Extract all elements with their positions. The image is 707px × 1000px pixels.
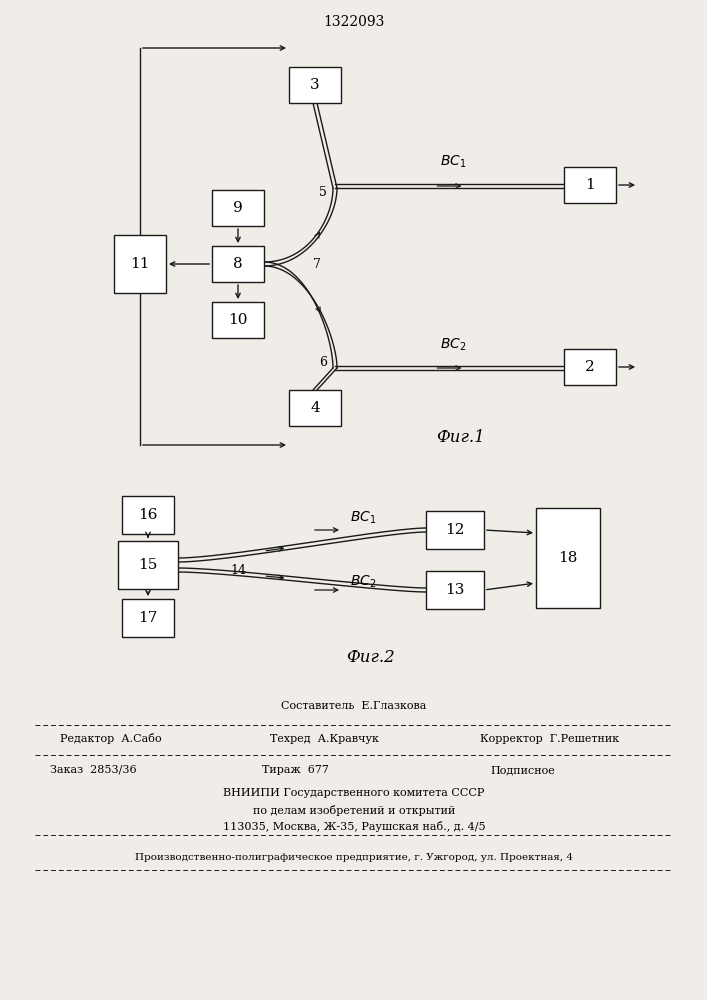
Text: 17: 17 (139, 611, 158, 625)
Text: Редактор  А.Сабо: Редактор А.Сабо (60, 734, 162, 744)
Text: 12: 12 (445, 523, 464, 537)
Text: ВНИИПИ Государственного комитета СССР: ВНИИПИ Государственного комитета СССР (223, 788, 485, 798)
Text: Техред  А.Кравчук: Техред А.Кравчук (270, 734, 379, 744)
Text: Фиг.2: Фиг.2 (346, 650, 395, 666)
Text: 1322093: 1322093 (323, 15, 385, 29)
FancyBboxPatch shape (289, 390, 341, 426)
Text: 18: 18 (559, 551, 578, 565)
Text: Фиг.1: Фиг.1 (436, 430, 484, 446)
FancyBboxPatch shape (212, 190, 264, 226)
Text: Заказ  2853/36: Заказ 2853/36 (50, 765, 136, 775)
Text: 10: 10 (228, 313, 247, 327)
Text: 13: 13 (445, 583, 464, 597)
FancyBboxPatch shape (122, 496, 174, 534)
FancyBboxPatch shape (212, 246, 264, 282)
Text: $BC_2$: $BC_2$ (440, 337, 467, 353)
FancyBboxPatch shape (289, 67, 341, 103)
Text: 11: 11 (130, 257, 150, 271)
FancyBboxPatch shape (212, 302, 264, 338)
FancyBboxPatch shape (114, 235, 166, 293)
Text: Составитель  Е.Глазкова: Составитель Е.Глазкова (281, 701, 427, 711)
Text: 14: 14 (230, 564, 246, 576)
Text: по делам изобретений и открытий: по делам изобретений и открытий (253, 804, 455, 816)
Text: $BC_1$: $BC_1$ (350, 510, 376, 526)
Text: 4: 4 (310, 401, 320, 415)
Text: Подписное: Подписное (490, 765, 555, 775)
Text: 6: 6 (319, 357, 327, 369)
Text: $BC_2$: $BC_2$ (350, 574, 376, 590)
FancyBboxPatch shape (536, 508, 600, 608)
FancyBboxPatch shape (564, 349, 616, 385)
FancyBboxPatch shape (564, 167, 616, 203)
Text: 9: 9 (233, 201, 243, 215)
Text: Корректор  Г.Решетник: Корректор Г.Решетник (480, 734, 619, 744)
Text: 15: 15 (139, 558, 158, 572)
Text: 3: 3 (310, 78, 320, 92)
Text: 7: 7 (313, 257, 321, 270)
Text: 5: 5 (319, 186, 327, 200)
Text: 2: 2 (585, 360, 595, 374)
Text: 1: 1 (585, 178, 595, 192)
FancyBboxPatch shape (426, 571, 484, 609)
FancyBboxPatch shape (122, 599, 174, 637)
FancyBboxPatch shape (426, 511, 484, 549)
Text: 113035, Москва, Ж-35, Раушская наб., д. 4/5: 113035, Москва, Ж-35, Раушская наб., д. … (223, 822, 485, 832)
Text: 16: 16 (139, 508, 158, 522)
Text: 8: 8 (233, 257, 243, 271)
Text: Тираж  677: Тираж 677 (262, 765, 329, 775)
Text: Производственно-полиграфическое предприятие, г. Ужгород, ул. Проектная, 4: Производственно-полиграфическое предприя… (135, 854, 573, 862)
Text: $BC_1$: $BC_1$ (440, 154, 467, 170)
FancyBboxPatch shape (118, 541, 178, 589)
